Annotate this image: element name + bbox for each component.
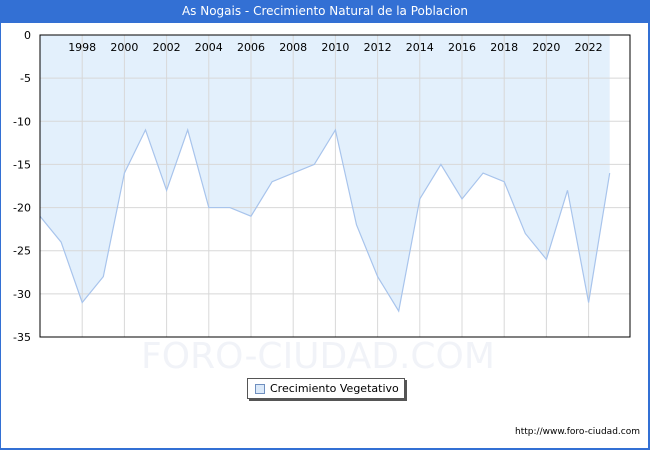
y-tick-label: -15 xyxy=(13,158,31,171)
y-tick-label: 0 xyxy=(24,29,31,42)
x-tick-label: 2000 xyxy=(110,41,138,54)
x-tick-label: 2014 xyxy=(406,41,434,54)
y-tick-label: -35 xyxy=(13,331,31,344)
x-tick-label: 1998 xyxy=(68,41,96,54)
x-tick-label: 2010 xyxy=(321,41,349,54)
x-tick-label: 2004 xyxy=(195,41,223,54)
watermark: FORO-CIUDAD.COM xyxy=(141,336,495,377)
legend-swatch-icon xyxy=(255,384,265,394)
chart-title: As Nogais - Crecimiento Natural de la Po… xyxy=(181,4,469,18)
y-tick-label: -10 xyxy=(13,115,31,128)
x-tick-label: 2016 xyxy=(448,41,476,54)
y-tick-label: -30 xyxy=(13,288,31,301)
area-fill xyxy=(40,35,610,312)
x-tick-label: 2022 xyxy=(575,41,603,54)
x-tick-label: 2002 xyxy=(153,41,181,54)
y-tick-label: -5 xyxy=(20,72,31,85)
plot-border xyxy=(39,34,631,338)
x-tick-label: 2012 xyxy=(364,41,392,54)
y-tick-label: -25 xyxy=(13,245,31,258)
x-tick-label: 2008 xyxy=(279,41,307,54)
x-tick-label: 2006 xyxy=(237,41,265,54)
y-tick-label: -20 xyxy=(13,202,31,215)
x-tick-label: 2018 xyxy=(490,41,518,54)
legend: Crecimiento Vegetativo xyxy=(247,378,405,399)
x-tick-label: 2020 xyxy=(532,41,560,54)
source-url: http://www.foro-ciudad.com xyxy=(515,427,640,437)
series-line xyxy=(39,127,611,313)
legend-label: Crecimiento Vegetativo xyxy=(270,382,399,395)
